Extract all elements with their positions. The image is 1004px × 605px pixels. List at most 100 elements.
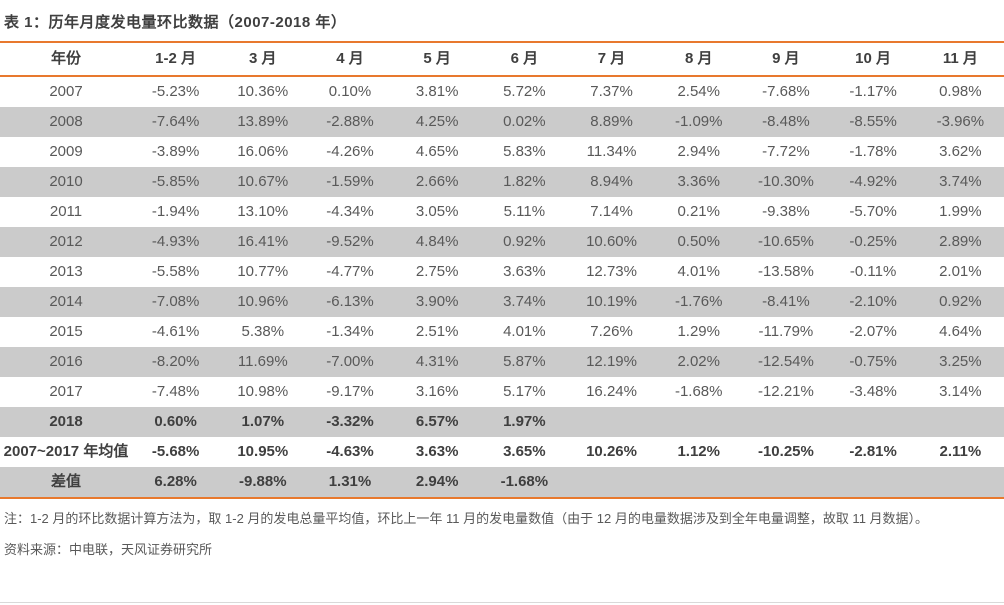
column-header-month: 10 月 <box>855 50 892 67</box>
table-cell: -8.55% <box>849 113 897 130</box>
table-cell: -8.48% <box>762 113 810 130</box>
row-label: 2017 <box>49 383 83 400</box>
table-cell: 4.64% <box>939 323 982 340</box>
table-cell: 6.28% <box>154 473 197 490</box>
table-header: 年份 1-2 月 3 月 4 月 5 月 6 月 7 月 8 月 9 月 10 月 11 月 <box>0 42 1004 76</box>
table-cell: 5.87% <box>503 353 546 370</box>
table-cell: 7.37% <box>590 83 633 100</box>
row-label: 2015 <box>49 323 83 340</box>
table-cell: -1.17% <box>849 83 897 100</box>
table-cell: 16.06% <box>237 143 289 160</box>
table-cell: 3.05% <box>415 203 459 220</box>
table-cell: 5.72% <box>503 83 546 100</box>
table-cell: 16.24% <box>586 383 637 400</box>
table-cell: -10.25% <box>757 443 814 460</box>
table-cell: -4.63% <box>326 443 374 460</box>
table-cell: -5.23% <box>151 83 200 100</box>
table-cell: 3.25% <box>939 353 982 370</box>
table-cell: 5.38% <box>241 323 285 340</box>
table-cell: -12.54% <box>757 353 814 370</box>
table-cell: 0.92% <box>939 293 982 310</box>
table-row: 差值 6.28% -9.88% 1.31% 2.94% -1.68% <box>0 467 1004 498</box>
table-cell: 3.74% <box>503 293 546 310</box>
table-footnotes: 注：1-2 月的环比数据计算方法为，取 1-2 月的发电总量平均值，环比上一年 … <box>0 499 1004 558</box>
table-cell: 2.75% <box>415 263 459 280</box>
table-cell: -3.89% <box>151 143 200 160</box>
table-cell: 13.10% <box>237 203 289 220</box>
table-cell: -1.68% <box>674 383 723 400</box>
column-header-month: 9 月 <box>772 50 800 67</box>
table-cell: 3.90% <box>415 293 459 310</box>
table-row: 2010 -5.85% 10.67% -1.59% 2.66% 1.82% 8.94% 3.3… <box>0 167 1004 197</box>
table-cell: 4.01% <box>503 323 546 340</box>
table-cell: 4.31% <box>415 353 459 370</box>
table-row: 2013 -5.58% 10.77% -4.77% 2.75% 3.63% 12.73% 4.… <box>0 257 1004 287</box>
table-cell: 2.02% <box>677 353 720 370</box>
table-cell: -1.68% <box>500 473 549 490</box>
table-cell: -3.48% <box>849 383 897 400</box>
table-cell: 10.36% <box>237 83 289 100</box>
table-cell: 12.19% <box>586 353 637 370</box>
table-cell: -7.08% <box>151 293 200 310</box>
table-cell: 10.26% <box>586 443 637 460</box>
table-cell: 10.98% <box>237 383 289 400</box>
table-cell: -9.17% <box>326 383 374 400</box>
table-row: 2012 -4.93% 16.41% -9.52% 4.84% 0.92% 10.60% 0.… <box>0 227 1004 257</box>
table-cell: 2.01% <box>939 263 982 280</box>
table-cell: 16.41% <box>237 233 289 250</box>
table-cell: 1.31% <box>328 473 372 490</box>
table-cell: -10.30% <box>757 173 814 190</box>
table-cell: 4.25% <box>415 113 459 130</box>
table-cell: -2.10% <box>849 293 897 310</box>
power-generation-table: 年份 1-2 月 3 月 4 月 5 月 6 月 7 月 8 月 9 月 10 月 11 月 200… <box>0 41 1004 499</box>
table-cell <box>917 467 1004 498</box>
table-cell: 2.54% <box>677 83 720 100</box>
table-cell: 1.07% <box>241 413 285 430</box>
table-cell: -8.41% <box>762 293 810 310</box>
table-row: 2015 -4.61% 5.38% -1.34% 2.51% 4.01% 7.26% 1.29… <box>0 317 1004 347</box>
column-header-month: 11 月 <box>942 50 978 67</box>
table-cell: -9.38% <box>762 203 810 220</box>
table-cell <box>568 407 655 437</box>
table-row: 2016 -8.20% 11.69% -7.00% 4.31% 5.87% 12.19% 2.… <box>0 347 1004 377</box>
row-label: 2007 <box>49 83 83 100</box>
row-label: 2007~2017 年均值 <box>3 443 129 460</box>
table-cell: -13.58% <box>757 263 814 280</box>
table-cell <box>830 407 917 437</box>
table-row: 2018 0.60% 1.07% -3.32% 6.57% 1.97% <box>0 407 1004 437</box>
table-cell: -7.00% <box>326 353 374 370</box>
table-header-row: 年份 1-2 月 3 月 4 月 5 月 6 月 7 月 8 月 9 月 10 月 11 月 <box>0 42 1004 76</box>
table-cell: 3.63% <box>415 443 459 460</box>
table-cell: -1.76% <box>674 293 723 310</box>
table-cell: 2.51% <box>415 323 459 340</box>
table-cell: 2.94% <box>415 473 459 490</box>
row-label: 差值 <box>50 473 81 490</box>
table-cell: -4.92% <box>849 173 897 190</box>
table-cell: 3.63% <box>503 263 546 280</box>
table-cell: -8.20% <box>151 353 200 370</box>
table-cell: -0.75% <box>849 353 897 370</box>
table-cell: 0.21% <box>677 203 720 220</box>
table-cell: 6.57% <box>415 413 459 430</box>
table-cell: 2.11% <box>939 443 982 460</box>
table-cell: -7.64% <box>151 113 200 130</box>
table-cell: -5.68% <box>151 443 200 460</box>
table-cell: 3.81% <box>415 83 459 100</box>
table-cell: 12.73% <box>586 263 637 280</box>
table-cell <box>830 467 917 498</box>
calculation-note: 注：1-2 月的环比数据计算方法为，取 1-2 月的发电总量平均值，环比上一年 … <box>4 511 929 526</box>
table-cell: 0.10% <box>328 83 372 100</box>
table-cell: 0.50% <box>677 233 720 250</box>
table-cell: 7.14% <box>590 203 633 220</box>
table-cell: 10.60% <box>586 233 637 250</box>
table-cell <box>742 467 829 498</box>
table-cell: -1.59% <box>326 173 374 190</box>
data-source: 资料来源：中电联，天风证券研究所 <box>4 542 213 557</box>
row-label: 2008 <box>49 113 83 130</box>
column-header-month: 6 月 <box>510 50 539 67</box>
table-cell: 3.36% <box>677 173 720 190</box>
table-cell: -1.34% <box>326 323 374 340</box>
column-header-month: 1-2 月 <box>155 50 197 67</box>
table-cell: -11.79% <box>758 323 814 340</box>
table-cell: 8.89% <box>590 113 633 130</box>
